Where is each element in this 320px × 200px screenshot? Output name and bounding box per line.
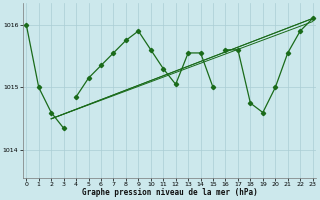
X-axis label: Graphe pression niveau de la mer (hPa): Graphe pression niveau de la mer (hPa) [82, 188, 257, 197]
